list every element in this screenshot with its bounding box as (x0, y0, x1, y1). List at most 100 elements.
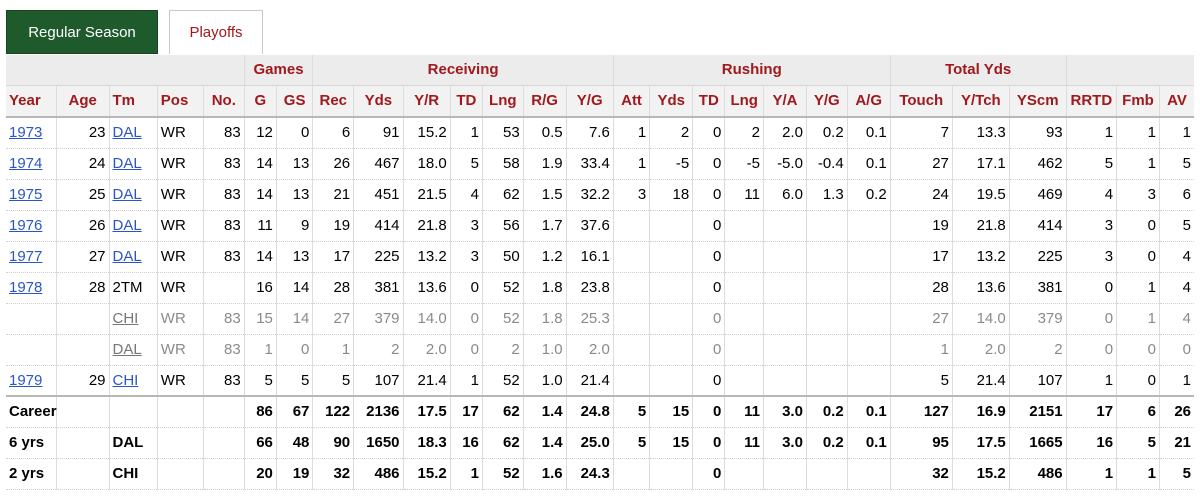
table-cell: 18 (649, 179, 693, 211)
table-cell: 17.1 (951, 148, 1010, 180)
totals-cell: 0.1 (846, 427, 891, 459)
column-header[interactable]: Touch (889, 85, 953, 118)
table-cell (763, 365, 807, 397)
column-header[interactable]: Tm (108, 85, 158, 118)
table-cell: 17 (889, 241, 953, 273)
column-header[interactable]: A/G (846, 85, 891, 118)
table-cell (649, 210, 693, 242)
table-cell: 15 (243, 303, 277, 335)
table-cell (724, 272, 764, 304)
table-cell (805, 303, 848, 335)
column-header[interactable]: YScm (1008, 85, 1067, 118)
column-header[interactable]: Rec (312, 85, 354, 118)
table-cell: 27 (889, 303, 953, 335)
totals-cell: 20 (243, 458, 277, 490)
table-cell: 83 (202, 241, 245, 273)
year-link[interactable]: 1974 (9, 155, 43, 172)
table-cell: 0 (449, 334, 483, 366)
totals-cell: 48 (275, 427, 313, 459)
table-cell: 0 (449, 272, 483, 304)
table-cell: 4 (1158, 303, 1194, 335)
table-cell (805, 241, 848, 273)
table-cell: 5 (275, 365, 313, 397)
table-cell: -0.4 (805, 148, 848, 180)
table-cell: WR (156, 179, 204, 211)
column-header[interactable]: Att (612, 85, 650, 118)
totals-cell (612, 458, 650, 490)
table-cell: 56 (481, 210, 524, 242)
team-link[interactable]: DAL (112, 186, 142, 203)
table-cell: 21 (312, 179, 354, 211)
season-tabs: Regular Season Playoffs (0, 0, 1200, 56)
table-cell: 83 (202, 365, 245, 397)
column-header[interactable]: No. (202, 85, 245, 118)
table-cell (6, 334, 57, 366)
totals-cell (202, 427, 245, 459)
column-header[interactable]: TD (692, 85, 725, 118)
totals-cell (202, 458, 245, 490)
table-cell: 1 (1116, 148, 1160, 180)
column-header[interactable]: Year (6, 85, 57, 118)
team-link[interactable]: DAL (112, 124, 142, 142)
team-link[interactable]: DAL (112, 248, 142, 265)
table-cell (649, 303, 693, 335)
team-link[interactable]: DAL (112, 155, 142, 172)
table-cell: 11 (724, 179, 764, 211)
table-cell: 24 (889, 179, 953, 211)
table-cell: 83 (202, 117, 245, 149)
column-header[interactable]: Fmb (1116, 85, 1160, 118)
year-link[interactable]: 1978 (9, 279, 43, 296)
table-row: 1978 28 2TM WR 16 14 28 381 13.6 0 52 1.8 23.8 0 28 13.… (6, 272, 1194, 304)
table-cell: 5 (1065, 148, 1117, 180)
year-link[interactable]: 1977 (9, 248, 43, 265)
tab-regular-season[interactable]: Regular Season (6, 10, 158, 54)
group-blank-right (1065, 55, 1194, 86)
year-link[interactable]: 1976 (9, 217, 43, 234)
team-link[interactable]: DAL (112, 341, 142, 358)
table-cell: 3 (449, 210, 483, 242)
column-header[interactable]: G (243, 85, 277, 118)
column-header[interactable]: R/G (522, 85, 567, 118)
column-header[interactable]: Y/Tch (951, 85, 1010, 118)
table-cell: WR (156, 241, 204, 273)
column-header[interactable]: Y/A (763, 85, 807, 118)
team-cell: DAL (108, 210, 158, 242)
column-header[interactable]: Yds (353, 85, 404, 118)
column-header[interactable]: Lng (481, 85, 524, 118)
totals-row: 2 yrs CHI 20 19 32 486 15.2 1 52 1.6 24.3 0 32 15.2 48… (6, 458, 1194, 490)
column-header[interactable]: Age (55, 85, 109, 118)
team-link[interactable]: CHI (112, 371, 139, 389)
column-header[interactable]: AV (1158, 85, 1194, 118)
year-link[interactable]: 1973 (9, 124, 43, 142)
team-link[interactable]: DAL (112, 217, 142, 234)
table-cell: 2 (481, 334, 524, 366)
column-header[interactable]: GS (275, 85, 313, 118)
team-link[interactable]: CHI (112, 310, 139, 327)
column-header[interactable]: Lng (724, 85, 764, 118)
column-header[interactable]: Y/G (805, 85, 848, 118)
totals-cell: 1665 (1008, 427, 1067, 459)
totals-cell: 2136 (353, 395, 404, 428)
table-cell: 58 (481, 148, 524, 180)
column-header[interactable]: Y/G (565, 85, 614, 118)
table-cell: 1 (312, 334, 354, 366)
year-link[interactable]: 1975 (9, 186, 43, 203)
table-cell: 1 (449, 117, 483, 149)
totals-cell: 5 (612, 427, 650, 459)
column-header[interactable]: Yds (649, 85, 693, 118)
totals-cell: 26 (1158, 395, 1194, 428)
table-cell: 5 (1158, 210, 1194, 242)
column-header[interactable]: RRTD (1065, 85, 1117, 118)
year-link[interactable]: 1979 (9, 371, 43, 389)
table-cell: 0 (692, 303, 725, 335)
column-header[interactable]: Y/R (402, 85, 451, 118)
table-cell: 93 (1008, 117, 1067, 149)
table-cell: 21.5 (402, 179, 451, 211)
column-header[interactable]: TD (449, 85, 483, 118)
totals-cell: 19 (275, 458, 313, 490)
column-header[interactable]: Pos (156, 85, 204, 118)
table-cell: 28 (889, 272, 953, 304)
totals-cell: 67 (275, 395, 313, 428)
table-cell: 83 (202, 303, 245, 335)
tab-playoffs[interactable]: Playoffs (169, 10, 263, 54)
